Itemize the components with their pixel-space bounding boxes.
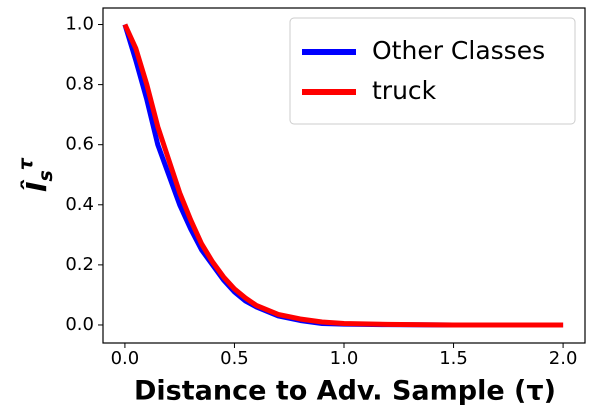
x-tick-label: 1.5 [439, 348, 468, 369]
y-label-base: Î [19, 179, 53, 192]
x-tick-label: 1.0 [330, 348, 359, 369]
y-label-sup: τ [15, 157, 37, 170]
legend-box [289, 17, 576, 125]
y-axis-label: Îsτ [15, 157, 57, 192]
y-tick-label: 0.4 [65, 194, 94, 215]
y-tick-label: 0.6 [65, 134, 94, 155]
legend-label: Other Classes [372, 36, 545, 65]
x-axis-label: Distance to Adv. Sample (τ) [134, 376, 556, 407]
legend-label: truck [372, 76, 437, 105]
y-tick-label: 0.8 [65, 74, 94, 95]
y-tick-label: 0.2 [65, 254, 94, 275]
x-tick-label: 0.5 [220, 348, 249, 369]
series-line [122, 23, 564, 328]
y-tick-label: 1.0 [65, 14, 94, 35]
x-tick-label: 0.0 [111, 348, 140, 369]
x-tick-label: 2.0 [549, 348, 578, 369]
y-label-sub: s [35, 170, 57, 181]
y-tick-label: 0.0 [65, 314, 94, 335]
